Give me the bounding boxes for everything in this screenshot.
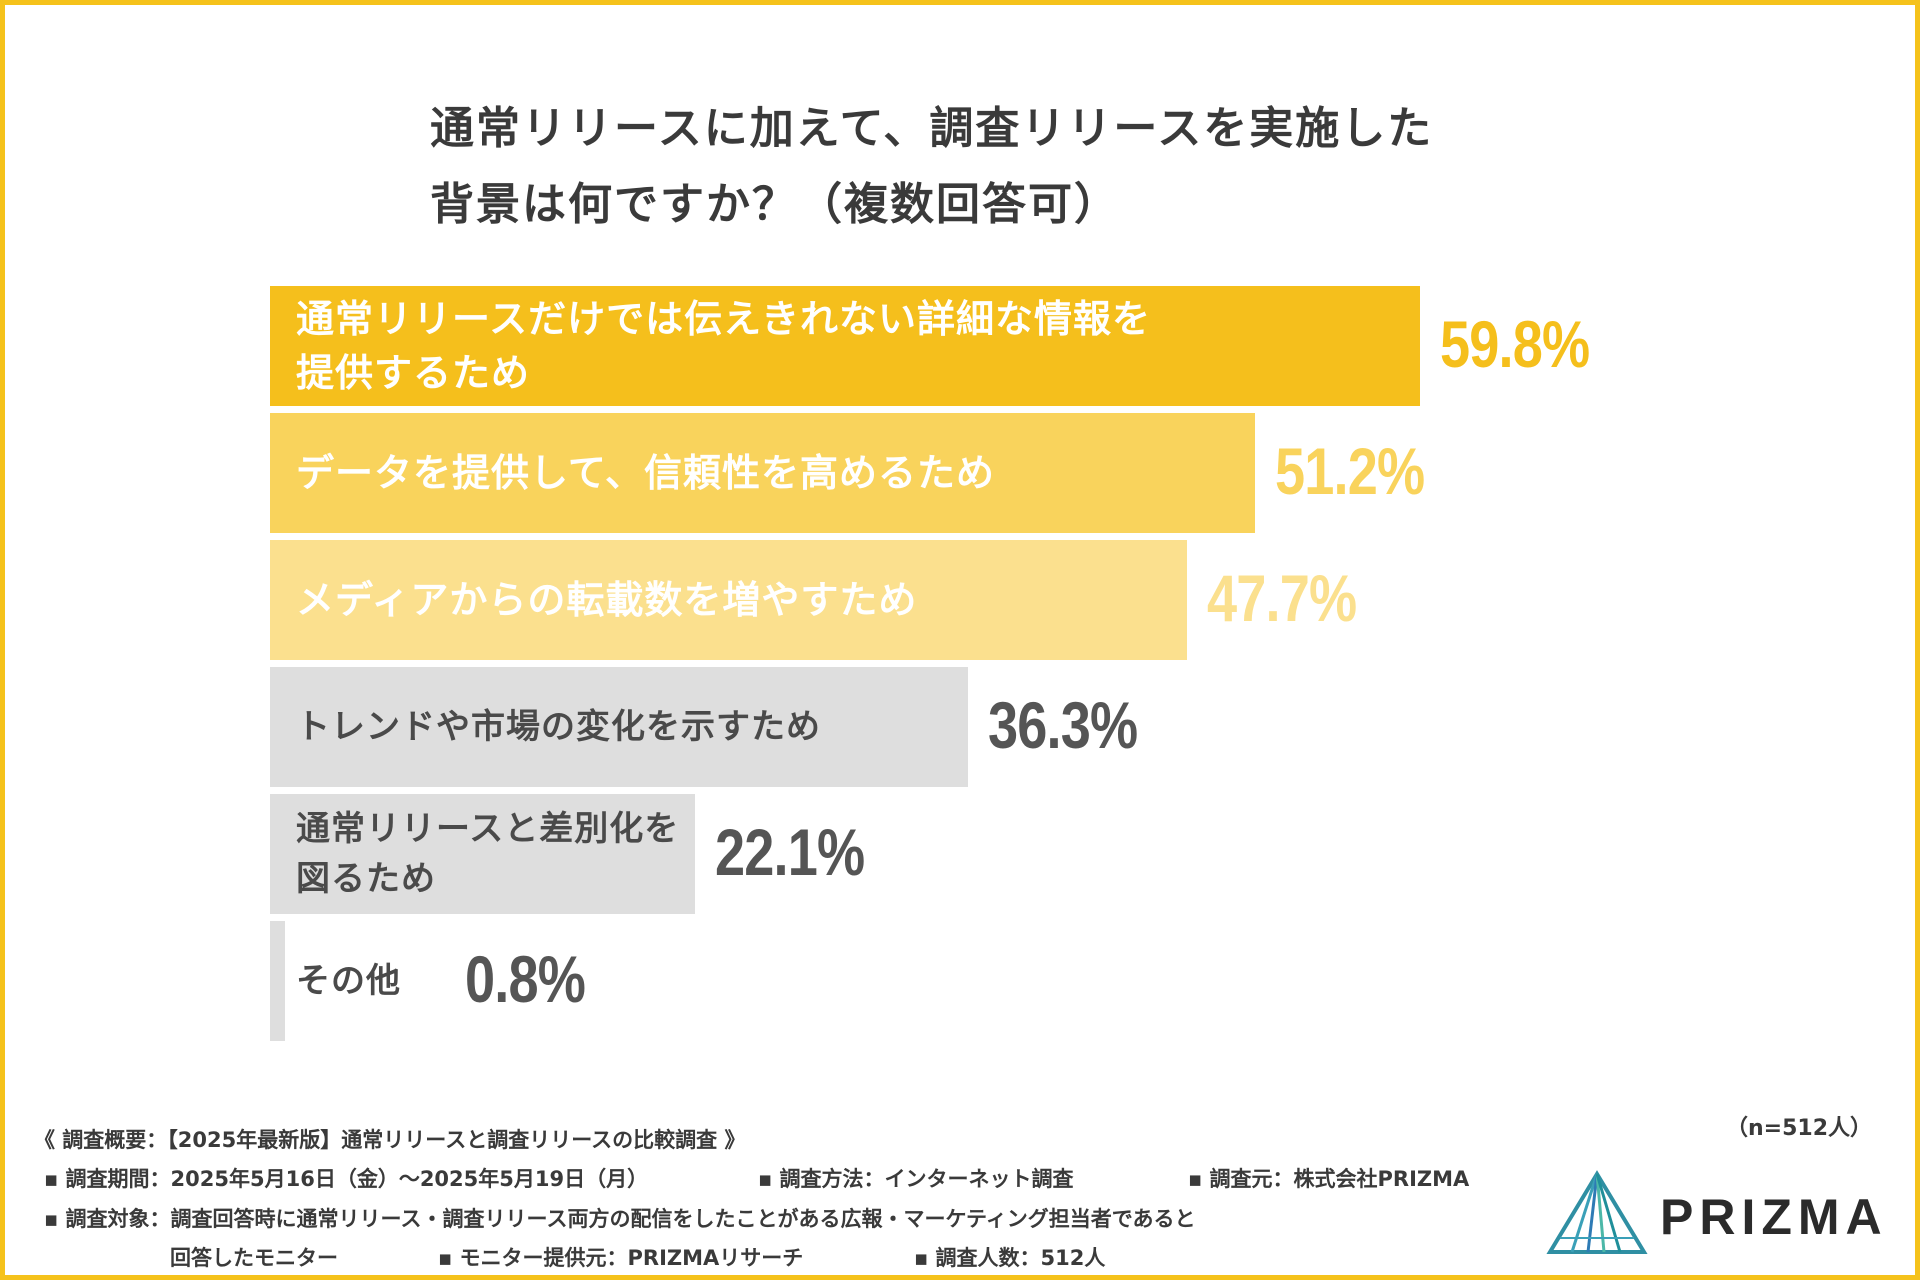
bar-label-1: 通常リリースだけでは伝えきれない詳細な情報を 提供するため <box>296 292 1151 400</box>
bar-2 <box>270 413 1255 533</box>
bar-5 <box>270 794 695 914</box>
bar-label-2: データを提供して、信頼性を高めるため <box>296 446 995 500</box>
survey-organizer: ▪ 調査元：株式会社PRIZMA <box>1188 1167 1470 1191</box>
respondent-count: ▪ 調査人数：512人 <box>914 1246 1106 1270</box>
bar-3 <box>270 540 1188 660</box>
chart-title-line-2: 背景は何ですか？（複数回答可） <box>430 179 1120 230</box>
sample-size-note: （n=512人） <box>1726 1116 1873 1141</box>
bar-label-6: その他 <box>296 956 401 1006</box>
survey-method: ▪ 調査方法：インターネット調査 <box>758 1167 1074 1191</box>
bar-chart: 通常リリースだけでは伝えきれない詳細な情報を 提供するため 59.8% データを提供し… <box>270 286 1590 1041</box>
value-label-4: 36.3% <box>988 688 1138 762</box>
bar-6 <box>270 921 286 1041</box>
prizma-logo-mark-icon <box>1546 1170 1648 1254</box>
bar-label-5: 通常リリースと差別化を 図るため <box>296 804 679 904</box>
bar-label-3-line-1: メディアからの転載数を増やすため <box>296 578 918 622</box>
value-label-5: 22.1% <box>715 815 865 889</box>
bar-label-3: メディアからの転載数を増やすため <box>296 573 917 627</box>
bar-label-1-line-1: 通常リリースだけでは伝えきれない詳細な情報を <box>296 297 1151 341</box>
survey-target: ▪ 調査対象：調査回答時に通常リリース・調査リリース両方の配信をしたことがある広… <box>44 1207 1196 1231</box>
bar-label-5-line-1: 通常リリースと差別化を <box>296 809 680 849</box>
bar-1 <box>270 286 1420 406</box>
value-label-2: 51.2% <box>1274 434 1425 508</box>
value-label-1: 59.8% <box>1440 307 1590 381</box>
bar-4 <box>270 667 969 787</box>
bar-label-4-line-1: トレンドや市場の変化を示すため <box>296 707 821 747</box>
bar-label-5-line-2: 図るため <box>296 859 436 899</box>
monitor-provider: ▪ モニター提供元：PRIZMAリサーチ <box>438 1246 804 1270</box>
survey-summary-heading: 《 調査概要：【2025年最新版】通常リリースと調査リリースの比較調査 》 <box>34 1128 746 1152</box>
value-label-6: 0.8% <box>465 942 586 1016</box>
prizma-logo-text: PRIZMA <box>1660 1189 1888 1245</box>
prizma-logo: PRIZMA <box>1542 1168 1912 1258</box>
chart-title-line-1: 通常リリースに加えて、調査リリースを実施した <box>430 103 1434 154</box>
survey-target-continued: 回答したモニター <box>170 1246 338 1270</box>
value-label-3: 47.7% <box>1207 561 1357 635</box>
survey-period: ▪ 調査期間：2025年5月16日（金）〜2025年5月19日（月） <box>44 1167 649 1191</box>
bar-label-4: トレンドや市場の変化を示すため <box>296 702 821 752</box>
bar-label-1-line-2: 提供するため <box>296 351 531 395</box>
bar-label-2-line-1: データを提供して、信頼性を高めるため <box>296 451 995 495</box>
bar-label-6-line-1: その他 <box>296 961 401 1001</box>
